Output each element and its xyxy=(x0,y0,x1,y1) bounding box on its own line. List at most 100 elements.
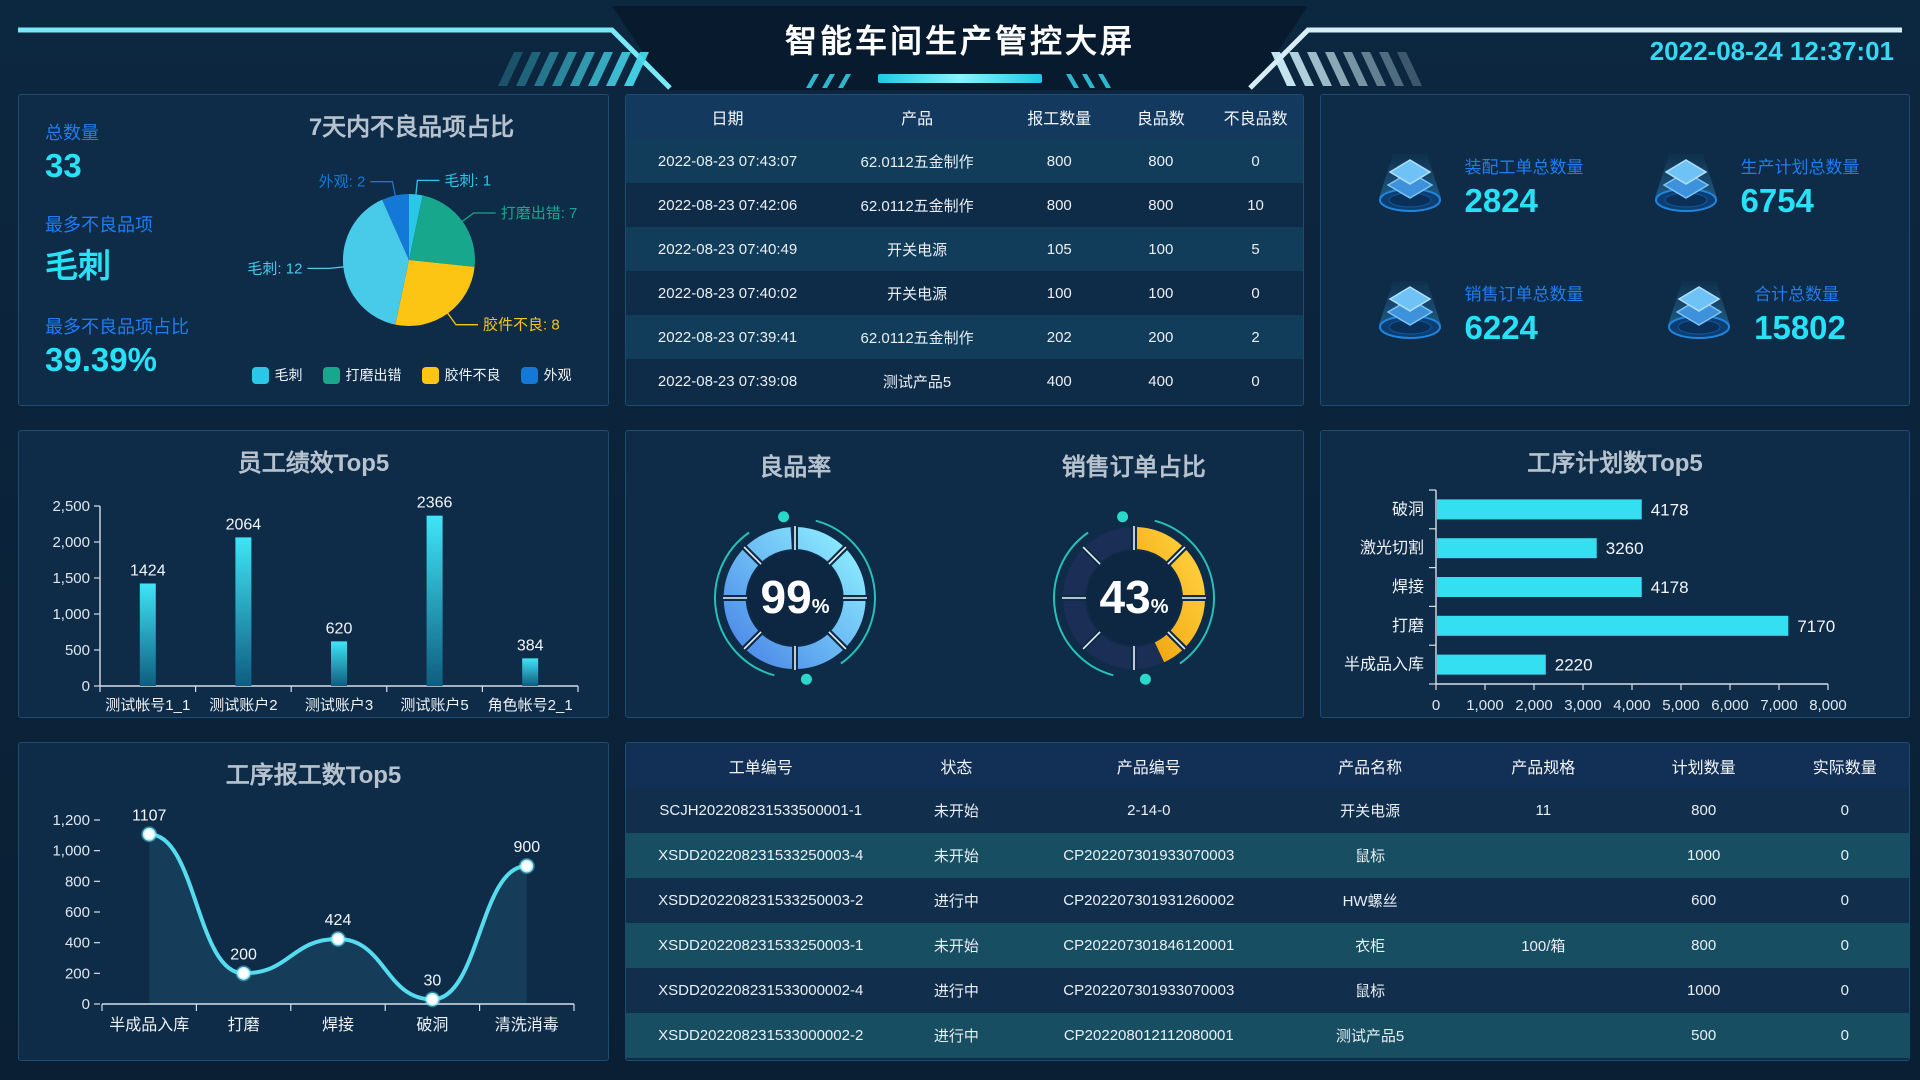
chart-text: 1,200 xyxy=(52,812,90,829)
legend-label: 毛刺 xyxy=(274,367,303,383)
table-cell: CP202207301933070003 xyxy=(1063,982,1235,999)
bar xyxy=(330,641,347,686)
table-cell: 500 xyxy=(1691,1027,1717,1044)
table-cell: 2 xyxy=(1251,328,1260,346)
chart-text: 测试账户3 xyxy=(304,697,372,714)
chart-text: 角色帐号2_1 xyxy=(487,697,572,714)
chart-text: 外观: 2 xyxy=(318,174,365,191)
table-cell: 800 xyxy=(1046,152,1072,170)
chart-text: 胶件不良: 8 xyxy=(483,317,560,334)
table-cell: 开关电源 xyxy=(887,285,948,303)
table-cell: 2022-08-23 07:42:06 xyxy=(657,196,798,214)
report-table: 日期 产品 报工数量 良品数 不良品数 2022-08-23 07:43:07 62.011… xyxy=(626,95,1303,405)
total-label: 生产计划总数量 xyxy=(1740,158,1860,177)
panel-plan-hbar: 工序计划数Top5 0 1,000 2,000 3,000 4,000 5,000 6,00… xyxy=(1320,430,1910,718)
chart-text: 1107 xyxy=(131,807,166,824)
panel-defect-ratio: 总数量 33 最多不良品项 毛刺 最多不良品项占比 39.39% 7天内不良品项… xyxy=(18,94,609,406)
datetime: 2022-08-24 12:37:01 xyxy=(1649,36,1894,66)
layers-icon xyxy=(1371,275,1449,352)
table-cell: 100/箱 xyxy=(1521,938,1566,955)
table-cell: 产品名称 xyxy=(1338,759,1403,777)
yield_gauge-svg: 99% xyxy=(714,511,877,685)
plan-hbar-chart: 0 1,000 2,000 3,000 4,000 5,000 6,000 7,000 8,00… xyxy=(1321,478,1909,717)
chart-text: 破洞 xyxy=(1392,500,1424,518)
defect-stats: 总数量 33 最多不良品项 毛刺 最多不良品项占比 39.39% xyxy=(19,95,215,405)
table-row: 2022-08-23 07:43:07 62.0112五金制作 800 800 0 xyxy=(626,139,1303,183)
sales-ratio-gauge: 销售订单占比 43% xyxy=(1029,435,1239,711)
chart-text: 0 xyxy=(81,996,89,1013)
data-point xyxy=(423,991,440,1008)
chart-text: 激光切割 xyxy=(1360,539,1424,557)
table-cell: 800 xyxy=(1691,937,1717,954)
table-cell: 0 xyxy=(1251,372,1260,390)
table-cell: 2022-08-23 07:39:08 xyxy=(657,372,798,390)
table-row: 2022-08-23 07:40:49 开关电源 105 100 5 xyxy=(626,227,1303,271)
layers-icon xyxy=(1371,148,1449,225)
stat-label: 最多不良品项 xyxy=(45,215,153,235)
pie-label-line xyxy=(369,181,396,198)
table-cell: 未开始 xyxy=(933,938,979,955)
chart-text: 4178 xyxy=(1651,578,1689,597)
layers-icon-svg xyxy=(1378,154,1441,212)
table-cell: 测试产品5 xyxy=(882,373,952,391)
bar xyxy=(1437,499,1642,520)
total-label: 销售订单总数量 xyxy=(1464,285,1584,304)
legend-swatch xyxy=(421,366,439,384)
report-line-chart: 0 200 400 600 800 1,000 1,200 1107 半成品入库 200 打磨 424… xyxy=(19,790,608,1048)
legend-swatch xyxy=(520,366,538,384)
chart-text: 200 xyxy=(64,965,89,982)
table-cell: 400 xyxy=(1148,372,1174,390)
table-cell: 产品规格 xyxy=(1511,759,1576,777)
chart-title: 7天内不良品项占比 xyxy=(308,114,515,141)
table-cell: 2-14-0 xyxy=(1127,802,1171,819)
bar xyxy=(1437,577,1642,597)
layers-icon-svg xyxy=(1378,281,1441,339)
employee-bar-svg: 0 500 1,000 1,500 2,000 2,500 1424 测试帐号1_1 2064 测… xyxy=(52,495,579,714)
table-cell: 10 xyxy=(1247,196,1264,214)
table-cell: 600 xyxy=(1691,892,1717,909)
chart-text: 打磨出错: 7 xyxy=(500,205,577,222)
table-cell: 日期 xyxy=(711,111,744,128)
chart-text: 1,000 xyxy=(1466,697,1504,714)
chart-text: 2,000 xyxy=(52,534,90,551)
chart-text: 4178 xyxy=(1651,500,1689,519)
chart-text: 破洞 xyxy=(416,1016,448,1034)
defect-pie-svg: 毛刺: 1 打磨出错: 7 胶件不良: 8 毛刺: 12 外观: 2 xyxy=(247,172,577,334)
table-cell: 开关电源 xyxy=(1340,803,1401,820)
chart-text: 900 xyxy=(513,839,540,856)
chart-text: 1,000 xyxy=(52,843,90,860)
table-cell: 100 xyxy=(1148,284,1174,302)
table-cell: XSDD202208231533250003-4 xyxy=(658,847,864,864)
chart-text: 6,000 xyxy=(1711,697,1749,714)
pie-legend: 毛刺 打磨出错 胶件不良 外观 xyxy=(251,365,572,385)
table-cell: 0 xyxy=(1840,847,1849,864)
layers-icon xyxy=(1647,148,1725,225)
table-cell: 62.0112五金制作 xyxy=(860,153,974,171)
table-cell: 2022-08-23 07:40:49 xyxy=(657,240,798,258)
chart-text: 焊接 xyxy=(1392,578,1424,596)
table-cell: 0 xyxy=(1840,892,1849,909)
chart-text: 384 xyxy=(516,637,543,654)
table-cell: 进行中 xyxy=(933,1028,979,1045)
table-cell: 未开始 xyxy=(933,848,979,865)
chart-text: 800 xyxy=(64,873,89,890)
table-cell: 0 xyxy=(1251,152,1260,170)
chart-text: 打磨 xyxy=(227,1016,259,1034)
chart-title: 工序报工数Top5 xyxy=(225,762,402,789)
stat-value: 39.39% xyxy=(45,341,157,378)
total-sales-orders: 销售订单总数量 6224 xyxy=(1339,250,1615,377)
plan-hbar-svg: 0 1,000 2,000 3,000 4,000 5,000 6,000 7,000 8,00… xyxy=(1344,489,1847,714)
panel-grid: 总数量 33 最多不良品项 毛刺 最多不良品项占比 39.39% 7天内不良品项… xyxy=(0,92,1920,1061)
table-cell: 鼠标 xyxy=(1355,983,1386,1000)
table-cell: 产品 xyxy=(901,111,934,128)
table-cell: 105 xyxy=(1046,240,1072,258)
pie-slice xyxy=(408,195,475,267)
header-decoration xyxy=(18,6,1902,90)
bar xyxy=(234,537,251,686)
data-point xyxy=(329,930,346,947)
chart-text: 424 xyxy=(324,912,351,929)
chart-text: 测试账户5 xyxy=(400,697,468,714)
table-cell: XSDD202208231533250003-1 xyxy=(658,937,864,954)
table-cell: CP202208012112080001 xyxy=(1063,1027,1234,1044)
table-cell: 0 xyxy=(1251,284,1260,302)
